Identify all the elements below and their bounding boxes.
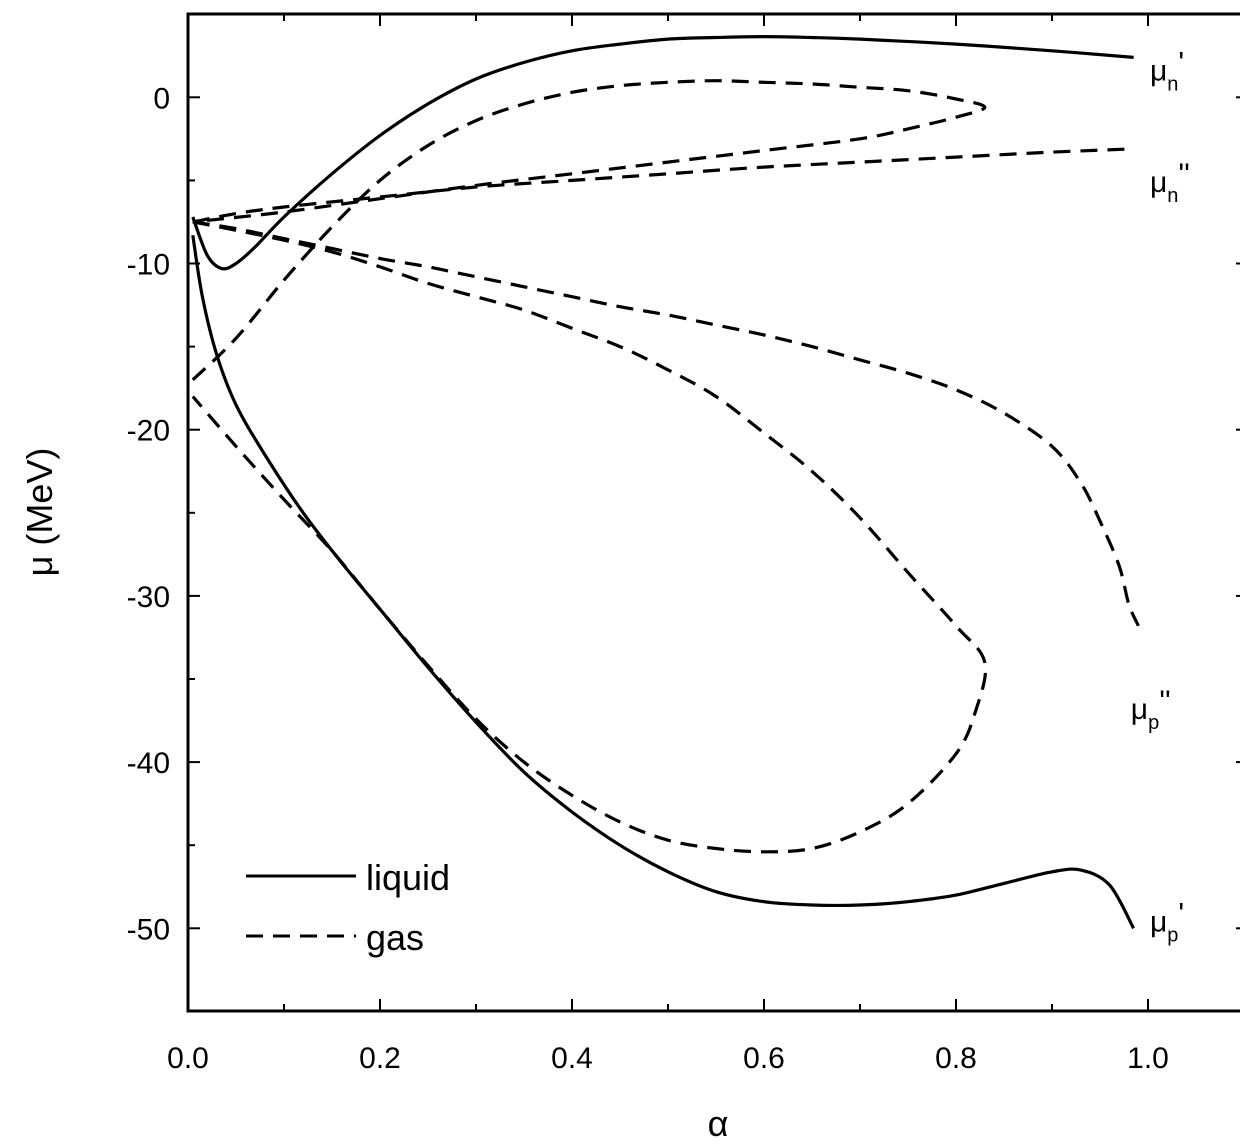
- curve-label-1: μn'': [1150, 158, 1190, 207]
- tick-labels: 0.0 0.2 0.4 0.6 0.8 1.0 0 -10 -20 -30 -40 -50: [127, 82, 1169, 1075]
- y-tick-label: -40: [127, 747, 170, 780]
- x-tick-label: 0.8: [935, 1042, 977, 1075]
- gas-curve-3: [192, 147, 1134, 224]
- gas-curve-2: [191, 79, 987, 381]
- axis-ticks: [187, 13, 1240, 1013]
- legend-label-gas: gas: [366, 917, 424, 958]
- curve-label-3: μp': [1150, 898, 1184, 947]
- y-tick-label: 0: [153, 82, 170, 115]
- gas-curve-4: [191, 220, 988, 854]
- gas-curve-5: [192, 220, 1140, 627]
- x-tick-label: 0.4: [551, 1042, 593, 1075]
- legend: liquid gas: [246, 857, 450, 958]
- x-tick-label: 0.0: [167, 1042, 209, 1075]
- liquid-curve-1: [191, 234, 1136, 930]
- x-tick-label: 0.6: [743, 1042, 785, 1075]
- y-tick-label: -50: [127, 913, 170, 946]
- y-tick-label: -20: [127, 415, 170, 448]
- x-axis-title: α: [708, 1103, 729, 1144]
- y-tick-label: -10: [127, 249, 170, 282]
- curve-label-0: μn': [1150, 47, 1184, 96]
- y-axis-title: μ (MeV): [19, 448, 60, 577]
- x-tick-label: 1.0: [1127, 1042, 1169, 1075]
- liquid-curve-0: [191, 35, 1134, 271]
- series-layer: [191, 35, 1140, 930]
- x-tick-label: 0.2: [359, 1042, 401, 1075]
- curve-labels: μn' μn'' μp'' μp': [1131, 47, 1190, 947]
- legend-label-liquid: liquid: [366, 857, 450, 898]
- y-tick-label: -30: [127, 581, 170, 614]
- curve-label-2: μp'': [1131, 685, 1171, 734]
